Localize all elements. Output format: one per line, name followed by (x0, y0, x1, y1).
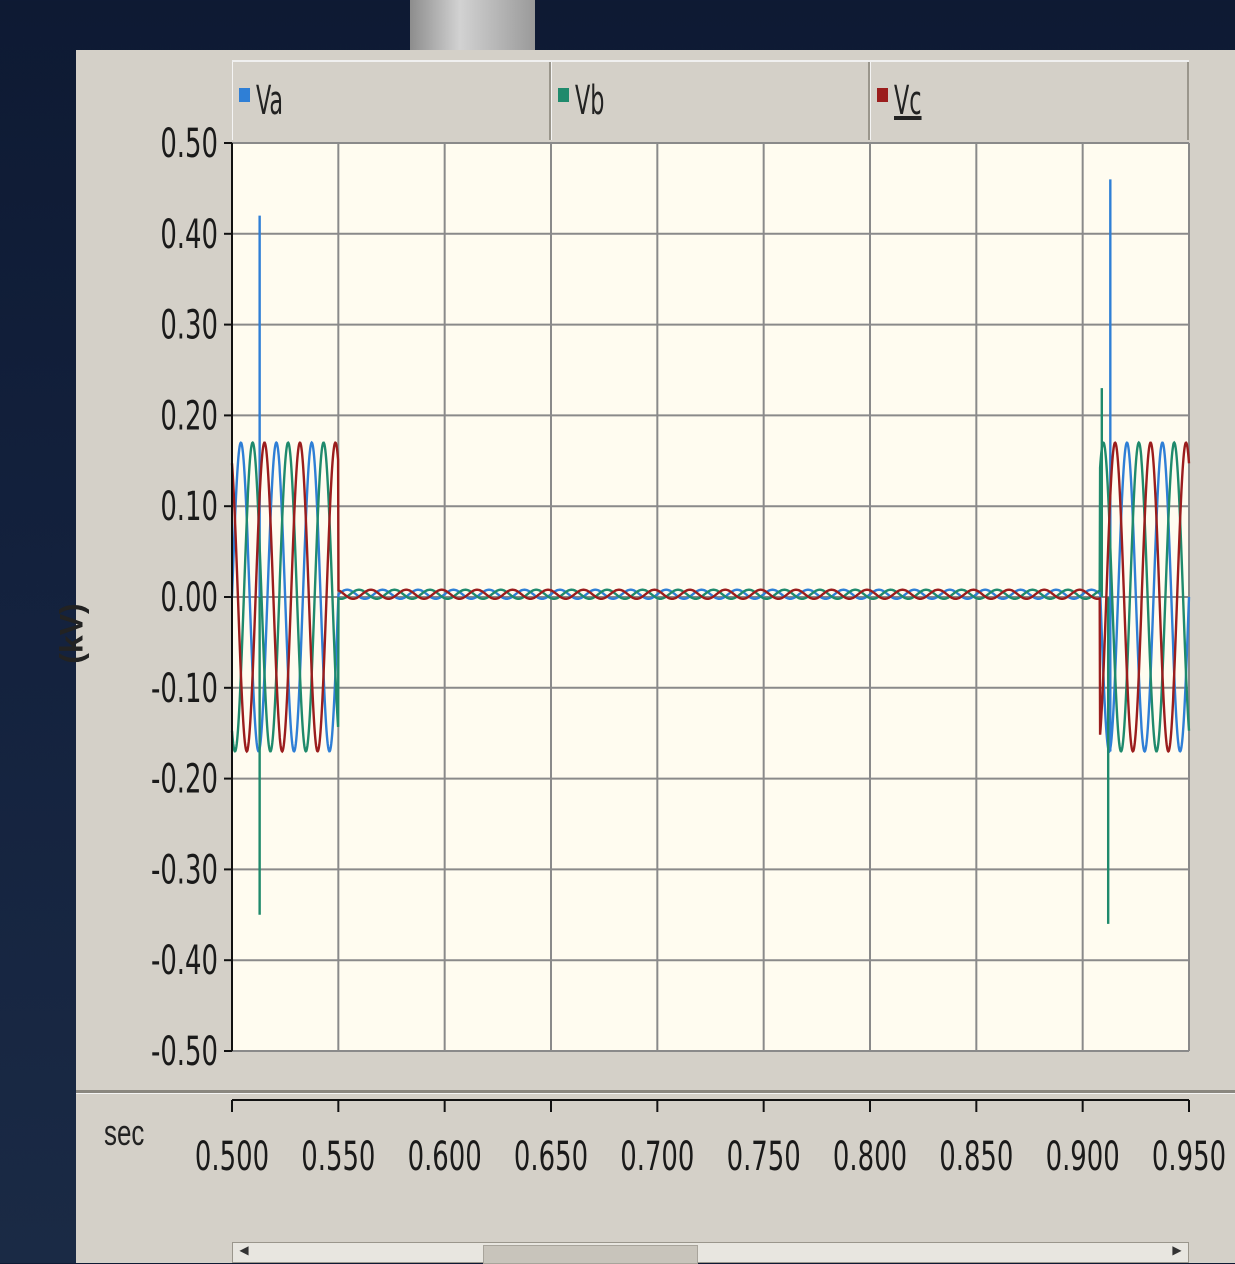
y-tick-label: 0.10 (160, 485, 218, 531)
legend-swatch-va (239, 88, 250, 102)
series-line-vb (230, 440, 1191, 753)
x-axis-unit: sec (104, 1112, 145, 1153)
scroll-left-icon[interactable]: ◀ (239, 1243, 249, 1257)
y-tick-label: 0.40 (160, 212, 218, 258)
scroll-right-icon[interactable]: ▶ (1172, 1243, 1182, 1257)
y-tick-label: -0.20 (151, 757, 218, 803)
y-tick-label: -0.50 (151, 1029, 218, 1075)
x-tick-label: 0.700 (620, 1134, 694, 1180)
x-tick-label: 0.550 (301, 1134, 375, 1180)
series-line-va (230, 440, 1191, 754)
horizontal-scrollbar[interactable]: ◀ ▶ (232, 1242, 1189, 1264)
x-tick-label: 0.600 (408, 1134, 482, 1180)
legend-swatch-vb (558, 88, 569, 102)
scroll-thumb[interactable] (483, 1245, 698, 1264)
legend-item-vc[interactable]: Vc (870, 62, 1189, 140)
legend-swatch-vc (877, 88, 888, 102)
x-tick-label: 0.750 (727, 1134, 801, 1180)
y-axis-ticks: 0.50 0.40 0.30 0.20 0.10 0.00 -0.10 -0.20 -0.30 -… (151, 121, 232, 1075)
legend-item-va[interactable]: Va (232, 62, 551, 140)
y-tick-label: 0.00 (160, 575, 218, 621)
x-tick-label: 0.950 (1152, 1134, 1226, 1180)
x-axis-ticks: 0.500 0.550 0.600 0.650 0.700 0.750 0.800 0.850… (195, 1100, 1226, 1180)
x-tick-label: 0.800 (833, 1134, 907, 1180)
x-tick-label: 0.650 (514, 1134, 588, 1180)
y-tick-label: -0.40 (151, 939, 218, 985)
y-tick-label: -0.10 (151, 666, 218, 712)
legend-label-va: Va (256, 78, 284, 124)
legend: Va Vb Vc (232, 60, 1189, 140)
legend-label-vb: Vb (575, 78, 605, 124)
legend-item-vb[interactable]: Vb (551, 62, 870, 140)
y-tick-label: 0.30 (160, 303, 218, 349)
x-tick-label: 0.500 (195, 1134, 269, 1180)
window-top-strip (410, 0, 535, 50)
x-tick-label: 0.850 (939, 1134, 1013, 1180)
y-tick-label: 0.20 (160, 394, 218, 440)
y-tick-label: -0.30 (151, 848, 218, 894)
x-tick-label: 0.900 (1046, 1134, 1120, 1180)
series-group (230, 179, 1191, 924)
y-tick-label: 0.50 (160, 121, 218, 167)
legend-label-vc: Vc (894, 78, 922, 124)
axis-divider (76, 1090, 1235, 1094)
series-line-vc (230, 441, 1191, 754)
